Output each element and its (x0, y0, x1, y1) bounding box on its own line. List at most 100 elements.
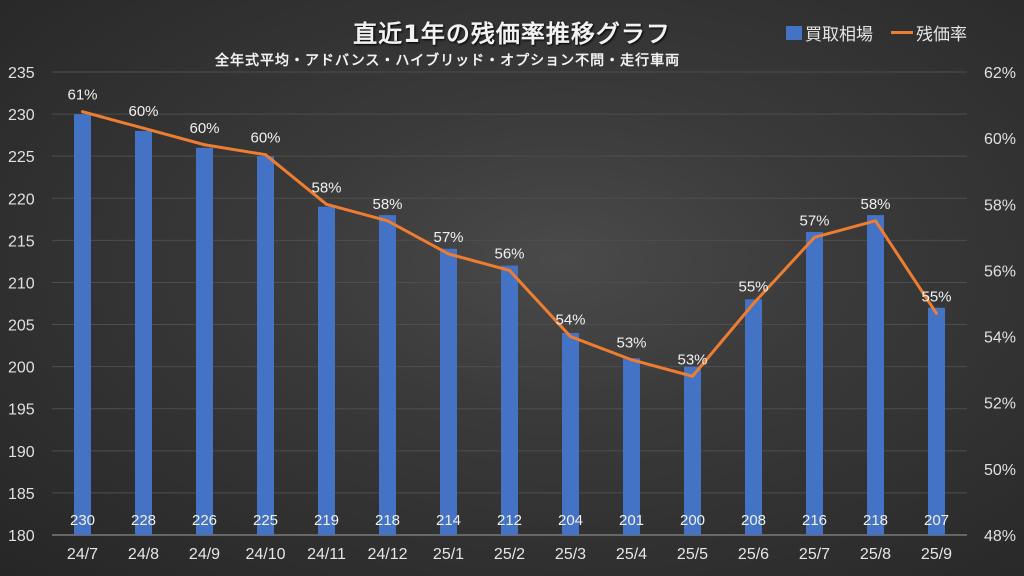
line-point (569, 335, 572, 339)
y-right-tick-label: 58% (984, 197, 1016, 214)
line-point (386, 219, 389, 223)
x-tick-label: 24/7 (67, 546, 98, 563)
bar (867, 215, 884, 536)
bar-value-label: 216 (802, 512, 827, 529)
line-value-label: 57% (799, 212, 829, 229)
bar-value-label: 201 (619, 512, 644, 529)
bar (684, 366, 701, 535)
y-left-tick-label: 185 (8, 486, 35, 503)
bar (318, 206, 335, 535)
line-value-label: 61% (67, 87, 97, 104)
legend: 買取相場 残価率 (786, 20, 967, 45)
x-tick-label: 24/12 (367, 546, 407, 563)
y-left-tick-label: 230 (8, 107, 35, 124)
legend-bar-swatch (786, 25, 802, 40)
x-tick-label: 25/7 (799, 546, 830, 563)
line-point (691, 374, 694, 378)
line-value-label: 60% (128, 103, 158, 120)
bar (623, 358, 640, 535)
y-right-tick-label: 52% (984, 396, 1016, 413)
line-point (752, 302, 755, 305)
y-left-tick-label: 235 (8, 65, 35, 82)
bar-value-label: 218 (863, 512, 888, 529)
bar-value-label: 214 (436, 512, 461, 529)
line-point (81, 110, 84, 114)
line-point (630, 358, 633, 362)
y-left-tick-label: 180 (8, 528, 35, 545)
x-tick-label: 25/8 (860, 546, 891, 563)
bar-value-label: 200 (680, 512, 705, 529)
legend-line-label: 残価率 (916, 25, 967, 45)
bar-value-label: 228 (131, 512, 156, 529)
bar (928, 307, 945, 535)
line-value-label: 58% (372, 196, 402, 213)
y-left-tick-label: 195 (8, 402, 35, 419)
line-point (508, 268, 511, 272)
x-tick-label: 25/6 (738, 546, 769, 563)
line-point (203, 143, 206, 147)
line-value-label: 55% (738, 279, 768, 296)
line-value-label: 53% (677, 351, 707, 368)
bar-value-label: 218 (375, 512, 400, 529)
bar (745, 299, 762, 535)
bar (196, 147, 213, 535)
line-value-label: 54% (555, 312, 585, 329)
line-value-label: 58% (860, 196, 890, 213)
legend-bar-label: 買取相場 (805, 25, 873, 45)
line-value-label: 58% (311, 179, 341, 196)
x-tick-label: 25/3 (555, 546, 586, 563)
y-left-tick-label: 210 (8, 275, 35, 292)
legend-line-swatch (891, 31, 913, 34)
bar-value-label: 207 (924, 512, 949, 529)
x-tick-label: 24/11 (307, 546, 346, 563)
x-tick-label: 24/9 (189, 546, 220, 563)
bar (135, 130, 152, 535)
x-tick-label: 25/9 (921, 546, 952, 563)
y-right-tick-label: 62% (984, 65, 1016, 82)
line-value-label: 57% (433, 229, 463, 246)
x-tick-label: 24/8 (128, 546, 159, 563)
bar-value-label: 230 (70, 512, 95, 529)
line-point (813, 235, 816, 239)
line-value-label: 60% (250, 130, 280, 147)
y-right-tick-label: 48% (984, 528, 1016, 545)
bar (562, 332, 579, 535)
bar (440, 248, 457, 536)
bar (501, 265, 518, 535)
y-left-tick-label: 225 (8, 149, 35, 166)
y-left-tick-label: 220 (8, 191, 35, 208)
line-point (325, 202, 328, 206)
chart-title: 直近1年の残価率推移グラフ (353, 20, 671, 48)
bar (806, 231, 823, 536)
y-right-tick-label: 60% (984, 131, 1016, 148)
line-value-label: 60% (189, 120, 219, 137)
bar-value-label: 204 (558, 512, 583, 529)
bar-value-label: 225 (253, 512, 278, 529)
line-point (874, 219, 877, 223)
y-right-tick-label: 56% (984, 263, 1016, 280)
y-right-tick-label: 54% (984, 330, 1016, 347)
bar-value-label: 219 (314, 512, 339, 529)
x-tick-label: 24/10 (245, 546, 285, 563)
y-right-tick-label: 50% (984, 462, 1016, 479)
y-left-tick-label: 205 (8, 318, 35, 335)
bar (257, 156, 274, 535)
line-value-label: 53% (616, 335, 646, 352)
bar (379, 215, 396, 536)
line-point (264, 153, 267, 157)
bar-value-label: 208 (741, 512, 766, 529)
line-point (142, 126, 145, 130)
x-tick-label: 25/5 (677, 546, 708, 563)
bar-value-label: 226 (192, 512, 217, 529)
y-left-tick-label: 200 (8, 360, 35, 377)
bar (74, 114, 91, 535)
chart-subtitle: 全年式平均・アドバンス・ハイブリッド・オプション不問・走行車両 (215, 53, 681, 69)
x-tick-label: 25/1 (433, 546, 464, 563)
line-value-label: 55% (921, 288, 951, 305)
x-tick-label: 25/2 (494, 546, 525, 563)
bar-value-label: 212 (497, 512, 522, 529)
line-point (935, 311, 938, 315)
y-left-tick-label: 190 (8, 444, 35, 461)
line-value-label: 56% (494, 245, 524, 262)
